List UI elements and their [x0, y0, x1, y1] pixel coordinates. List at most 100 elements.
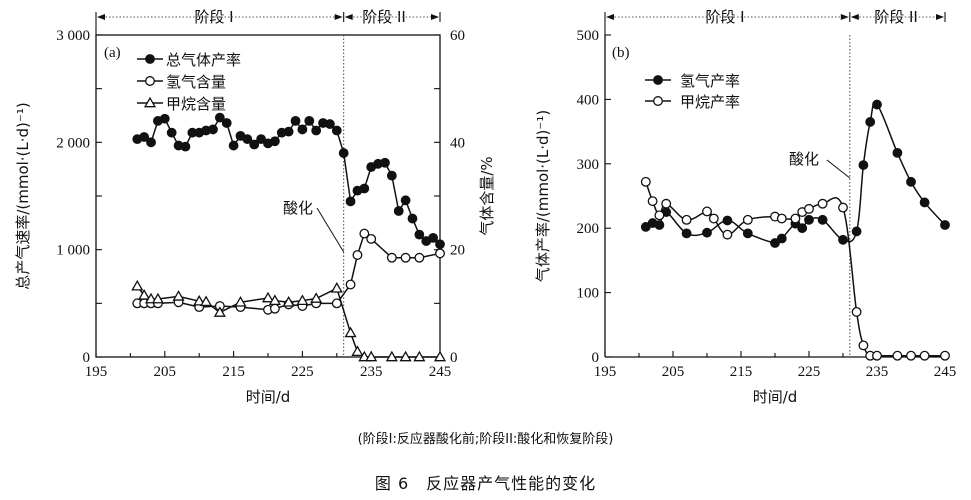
legend-label-a-3: 甲烷含量	[166, 95, 226, 113]
data-point-b-1	[919, 197, 930, 208]
data-point-b-2	[661, 198, 672, 209]
data-point-a-3	[172, 290, 185, 301]
legend-label-b-1: 氢气产率	[680, 72, 740, 90]
data-point-b-2	[647, 196, 658, 207]
data-point-a-2	[414, 252, 425, 263]
y-tick-label-a: 1 000	[56, 243, 90, 259]
data-point-b-2	[702, 206, 712, 217]
x-axis-title-b: 时间/d	[753, 388, 798, 406]
x-tick-label-a: 215	[222, 364, 245, 380]
data-point-b-2	[919, 350, 930, 361]
data-point-b-2	[708, 213, 719, 224]
data-point-a-1	[166, 127, 177, 138]
data-point-a-3	[344, 326, 357, 338]
data-point-a-1	[393, 206, 404, 216]
data-point-a-3	[385, 350, 398, 362]
data-point-b-2	[892, 350, 903, 361]
data-point-b-1	[702, 227, 712, 238]
data-point-a-3	[234, 296, 247, 307]
stage-arrow-head-a	[344, 14, 353, 20]
stage-arrow-head-b	[936, 14, 944, 20]
data-point-b-1	[872, 99, 882, 110]
figure-caption: 图 6 反应器产气性能的变化	[374, 474, 597, 493]
data-point-a-1	[269, 136, 280, 147]
chart-panel-a: (a) 时间/d 总产气速率/(mmol·(L·d)⁻¹) 气体含量/% 阶段 …	[14, 8, 496, 406]
series-line-a-2	[137, 232, 441, 311]
data-point-a-2	[345, 279, 356, 290]
data-point-a-2	[352, 250, 363, 260]
y-tick-right-label-a: 60	[450, 28, 465, 44]
x-tick-label-b: 225	[798, 364, 821, 380]
data-point-a-1	[304, 115, 315, 126]
data-point-b-1	[892, 147, 903, 158]
data-point-b-2	[851, 306, 862, 317]
x-tick-label-a: 205	[154, 364, 177, 380]
data-point-b-1	[654, 220, 665, 230]
data-point-b-1	[858, 160, 869, 170]
legend-marker-a-1	[145, 54, 155, 64]
stage-arrow-head-b	[840, 14, 849, 20]
data-point-b-1	[681, 228, 692, 239]
legend-label-a-1: 总气体产率	[166, 51, 241, 69]
data-point-a-2	[435, 248, 445, 259]
data-point-a-3	[310, 292, 323, 303]
y-tick-right-label-a: 40	[450, 135, 465, 151]
y-tick-label-a: 2 000	[56, 135, 90, 151]
panel-label-b: (b)	[612, 45, 630, 61]
data-point-a-1	[139, 132, 150, 142]
data-point-a-3	[151, 292, 164, 304]
data-point-a-1	[180, 141, 191, 152]
data-point-b-2	[940, 350, 950, 361]
data-point-a-1	[249, 139, 260, 150]
data-point-a-2	[366, 233, 377, 244]
data-point-b-1	[838, 234, 848, 245]
data-point-a-2	[400, 252, 411, 263]
y-tick-label-b: 100	[577, 286, 600, 302]
data-point-a-2	[359, 228, 370, 239]
data-point-a-2	[386, 252, 397, 263]
x-tick-label-a: 245	[429, 364, 452, 380]
data-point-a-2	[269, 303, 280, 314]
data-point-a-1	[338, 148, 349, 158]
x-axis-title-a: 时间/d	[246, 388, 291, 406]
data-point-b-2	[817, 198, 828, 209]
data-point-b-2	[654, 210, 665, 221]
data-point-a-3	[433, 350, 447, 362]
data-point-b-2	[776, 213, 787, 224]
y-axis-title-a: 总产气速率/(mmol·(L·d)⁻¹)	[14, 102, 32, 289]
y-tick-right-label-a: 20	[450, 243, 465, 259]
data-point-a-1	[242, 134, 253, 145]
data-point-a-1	[283, 126, 294, 137]
data-point-b-1	[797, 223, 808, 234]
data-point-a-1	[256, 134, 267, 145]
data-point-a-1	[311, 125, 322, 136]
stage-arrow-head-b	[606, 14, 614, 20]
data-point-b-2	[858, 340, 869, 351]
data-point-b-2	[804, 203, 814, 214]
legend-label-a-2: 氢气含量	[166, 73, 226, 91]
data-point-b-1	[776, 233, 787, 244]
data-point-a-1	[290, 115, 301, 126]
x-tick-label-b: 195	[594, 364, 617, 380]
data-point-a-3	[138, 289, 151, 300]
stage-arrow-head-b	[850, 14, 859, 20]
data-point-a-1	[146, 137, 156, 148]
data-point-a-1	[221, 118, 232, 128]
data-point-b-2	[906, 350, 916, 361]
x-tick-label-b: 235	[866, 364, 889, 380]
annotation-acidification-b: 酸化	[789, 150, 819, 168]
y-tick-right-label-a: 0	[450, 350, 458, 366]
x-tick-label-a: 225	[291, 364, 314, 380]
data-point-a-1	[407, 213, 418, 224]
data-point-b-1	[804, 214, 814, 225]
stage-label-a-2: 阶段 II	[362, 8, 406, 26]
data-point-a-1	[400, 195, 411, 206]
data-point-b-2	[838, 202, 848, 213]
stage-arrow-head-a	[97, 14, 105, 20]
data-point-a-3	[413, 350, 426, 362]
x-tick-label-b: 215	[730, 364, 753, 380]
data-point-a-3	[268, 294, 281, 306]
y-tick-label-a: 0	[83, 350, 91, 366]
stage-label-b-1: 阶段 I	[705, 8, 744, 26]
data-point-a-1	[228, 140, 239, 151]
